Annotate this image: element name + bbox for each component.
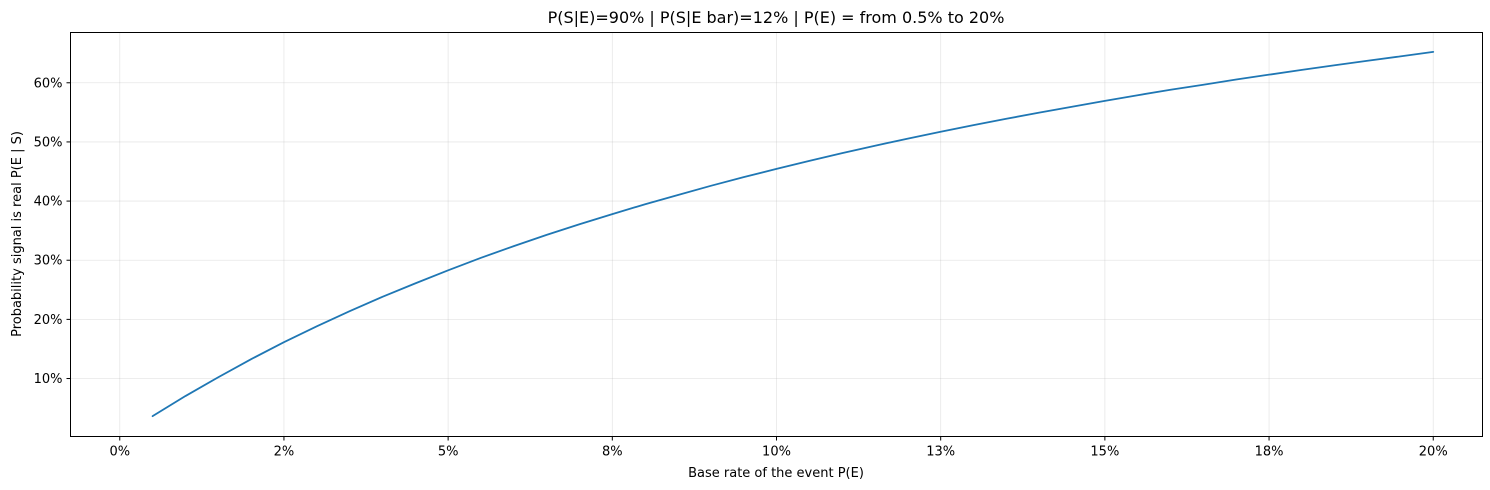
x-tick-label: 8% <box>602 445 623 460</box>
y-tick-label: 20% <box>34 313 63 328</box>
x-tick-label: 13% <box>926 445 955 460</box>
x-tick-label: 15% <box>1090 445 1119 460</box>
grid <box>70 32 1483 437</box>
y-tick-label: 40% <box>34 195 63 210</box>
x-axis: 0% 2% 5% 8% 10% 13% 15% 18% 20% <box>109 436 1448 460</box>
series-layer <box>151 51 1435 418</box>
y-tick-label: 50% <box>34 135 63 150</box>
y-tick-label: 10% <box>34 372 63 387</box>
chart-title: P(S|E)=90% | P(S|E bar)=12% | P(E) = fro… <box>548 8 1005 27</box>
y-tick-label: 60% <box>34 76 63 91</box>
y-axis-label: Probability signal is real P(E | S) <box>10 131 25 337</box>
series-line <box>151 51 1435 418</box>
y-axis: 10% 20% 30% 40% 50% 60% <box>34 76 71 387</box>
x-tick-label: 2% <box>274 445 295 460</box>
x-tick-label: 0% <box>109 445 130 460</box>
x-tick-label: 5% <box>438 445 459 460</box>
x-axis-label: Base rate of the event P(E) <box>688 466 864 481</box>
x-tick-label: 10% <box>762 445 791 460</box>
x-tick-label: 18% <box>1255 445 1284 460</box>
y-tick-label: 30% <box>34 254 63 269</box>
x-tick-label: 20% <box>1419 445 1448 460</box>
